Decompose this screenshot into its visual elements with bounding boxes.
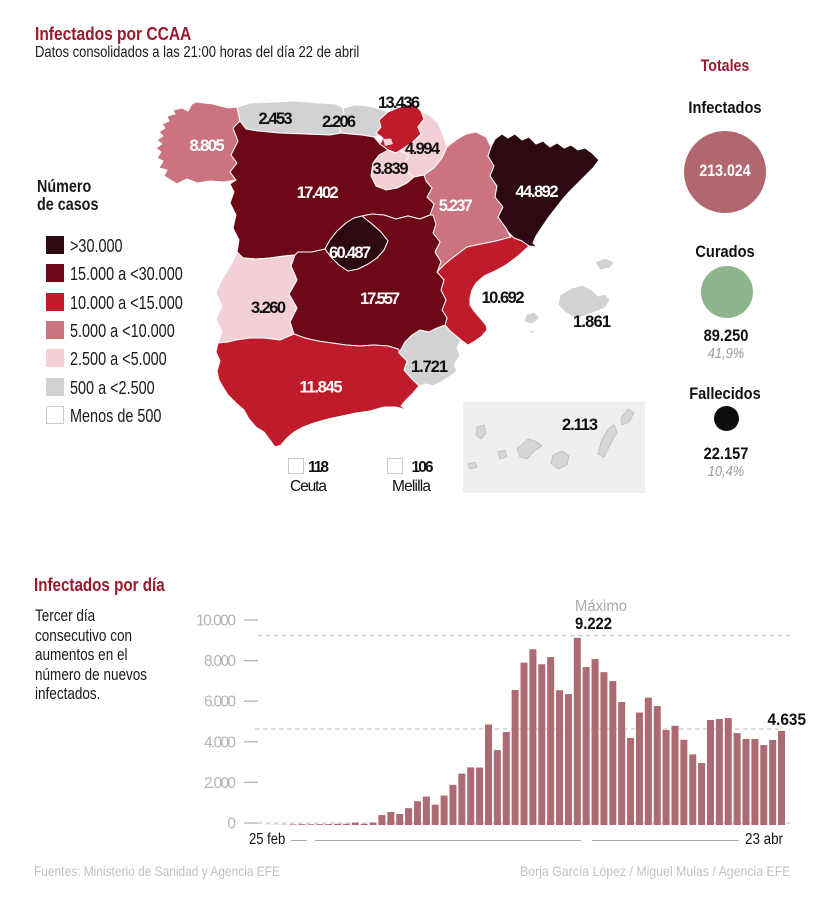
svg-text:17.557: 17.557 (360, 290, 400, 308)
svg-text:10.692: 10.692 (482, 289, 525, 307)
svg-text:3.839: 3.839 (373, 160, 409, 178)
svg-text:1.721: 1.721 (411, 358, 448, 376)
svg-text:3.260: 3.260 (251, 299, 286, 317)
svg-text:23 abr: 23 abr (745, 831, 783, 848)
svg-text:2.113: 2.113 (562, 416, 598, 434)
svg-text:106: 106 (412, 459, 434, 476)
svg-text:2.206: 2.206 (322, 113, 356, 131)
svg-text:5.237: 5.237 (439, 197, 473, 215)
svg-text:8.000: 8.000 (204, 653, 236, 670)
svg-text:25 feb: 25 feb (249, 831, 285, 848)
svg-text:2.000: 2.000 (204, 775, 236, 792)
svg-text:13.436: 13.436 (378, 94, 420, 112)
svg-text:0: 0 (227, 816, 236, 833)
svg-text:Máximo: Máximo (575, 598, 627, 615)
svg-text:11.845: 11.845 (300, 379, 343, 397)
svg-text:10.000: 10.000 (196, 613, 236, 630)
svg-text:8.805: 8.805 (190, 137, 225, 155)
svg-text:4.000: 4.000 (204, 734, 236, 751)
svg-text:9.222: 9.222 (575, 615, 612, 633)
svg-text:4.635: 4.635 (768, 711, 807, 729)
svg-text:1.861: 1.861 (573, 313, 611, 331)
svg-text:Melilla: Melilla (392, 478, 431, 495)
svg-text:4.994: 4.994 (405, 140, 441, 158)
svg-text:Ceuta: Ceuta (290, 478, 327, 495)
svg-text:6.000: 6.000 (204, 694, 236, 711)
svg-text:2.453: 2.453 (259, 110, 293, 128)
svg-text:118: 118 (308, 459, 329, 476)
svg-text:17.402: 17.402 (297, 184, 339, 202)
svg-text:60.487: 60.487 (329, 244, 371, 262)
svg-text:44.892: 44.892 (516, 183, 559, 201)
